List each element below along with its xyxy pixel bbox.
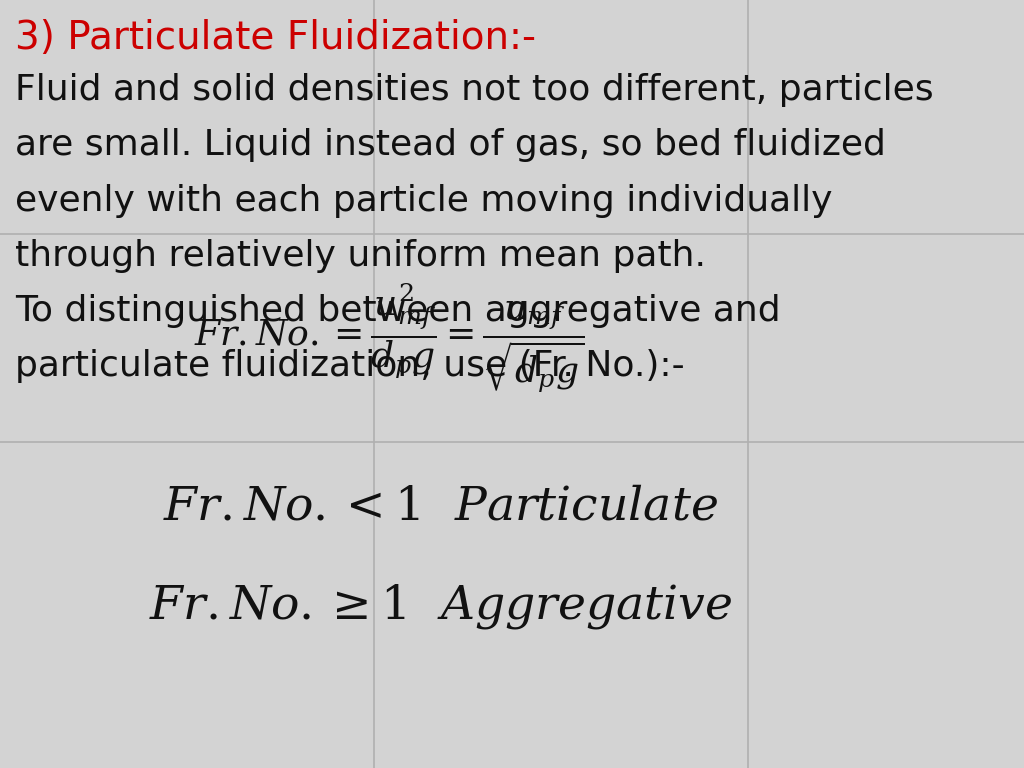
Text: Fluid and solid densities not too different, particles: Fluid and solid densities not too differ… (15, 73, 934, 107)
Text: $Fr.No. = \dfrac{u_{mf}^{2}}{d_{p}g} = \dfrac{u_{mf}}{\sqrt{d_{p}g}}$: $Fr.No. = \dfrac{u_{mf}^{2}}{d_{p}g} = \… (194, 281, 585, 395)
Text: $Fr.No. < 1 \ \ Particulate$: $Fr.No. < 1 \ \ Particulate$ (163, 485, 718, 529)
Text: evenly with each particle moving individually: evenly with each particle moving individ… (15, 184, 833, 217)
Text: are small. Liquid instead of gas, so bed fluidized: are small. Liquid instead of gas, so bed… (15, 128, 886, 162)
Text: $Fr.No. \geq 1 \ \ Aggregative$: $Fr.No. \geq 1 \ \ Aggregative$ (148, 582, 732, 631)
Text: particulate fluidization, use (Fr. No.):-: particulate fluidization, use (Fr. No.):… (15, 349, 685, 383)
Text: 3) Particulate Fluidization:-: 3) Particulate Fluidization:- (15, 19, 537, 57)
Text: through relatively uniform mean path.: through relatively uniform mean path. (15, 239, 707, 273)
Text: To distinguished between aggregative and: To distinguished between aggregative and (15, 294, 781, 328)
